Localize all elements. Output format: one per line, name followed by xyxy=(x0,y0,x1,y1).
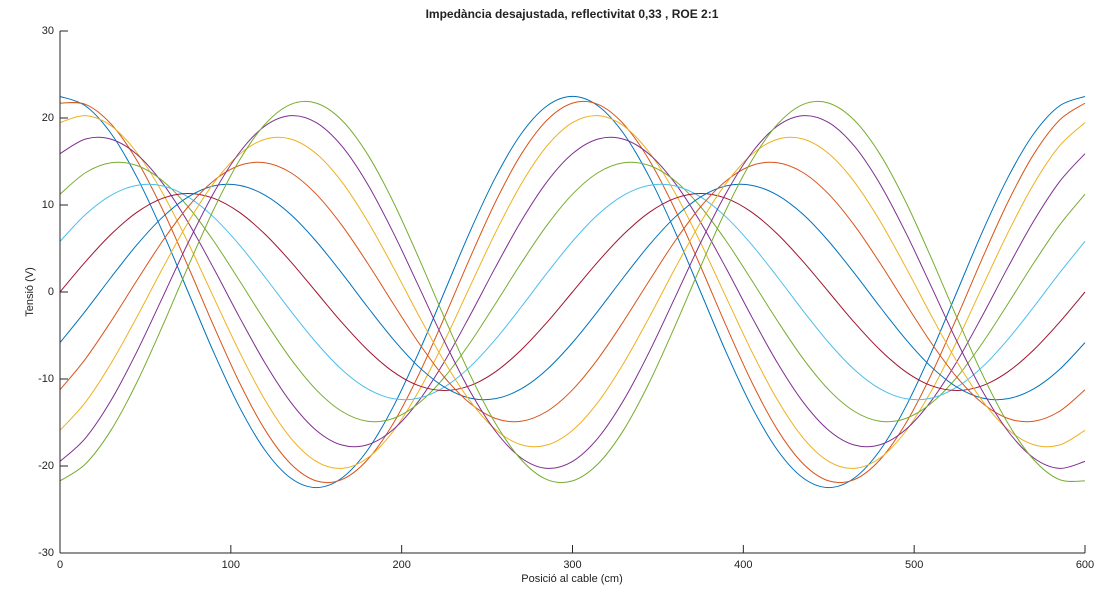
y-tick-label: 20 xyxy=(42,112,54,124)
data-line xyxy=(59,161,1086,423)
chart-title: Impedància desajustada, reflectivitat 0,… xyxy=(426,7,719,21)
data-line xyxy=(59,100,1086,484)
y-tick-label: -20 xyxy=(38,460,54,472)
x-tick-label: 500 xyxy=(905,559,923,571)
x-tick-label: 0 xyxy=(57,559,63,571)
data-line xyxy=(59,136,1086,448)
data-line xyxy=(59,183,1086,401)
y-tick-label: 10 xyxy=(42,199,54,211)
data-line xyxy=(59,161,1086,423)
y-tick-label: -30 xyxy=(38,547,54,559)
y-axis-label: Tensió (V) xyxy=(24,267,36,317)
x-tick-label: 600 xyxy=(1076,559,1094,571)
data-line xyxy=(59,95,1086,489)
data-line xyxy=(59,183,1086,401)
data-line xyxy=(59,115,1086,469)
y-tick-label: 30 xyxy=(42,25,54,37)
x-tick-label: 200 xyxy=(392,559,410,571)
data-line xyxy=(59,136,1086,448)
x-tick-label: 100 xyxy=(222,559,240,571)
data-line xyxy=(59,193,1086,391)
y-tick-label: -10 xyxy=(38,373,54,385)
data-line xyxy=(59,100,1086,484)
x-tick-label: 400 xyxy=(734,559,752,571)
data-line xyxy=(59,115,1086,469)
plot-lines xyxy=(59,95,1086,489)
x-tick-label: 300 xyxy=(563,559,581,571)
y-tick-label: 0 xyxy=(48,286,54,298)
x-axis-label: Posició al cable (cm) xyxy=(521,573,622,585)
